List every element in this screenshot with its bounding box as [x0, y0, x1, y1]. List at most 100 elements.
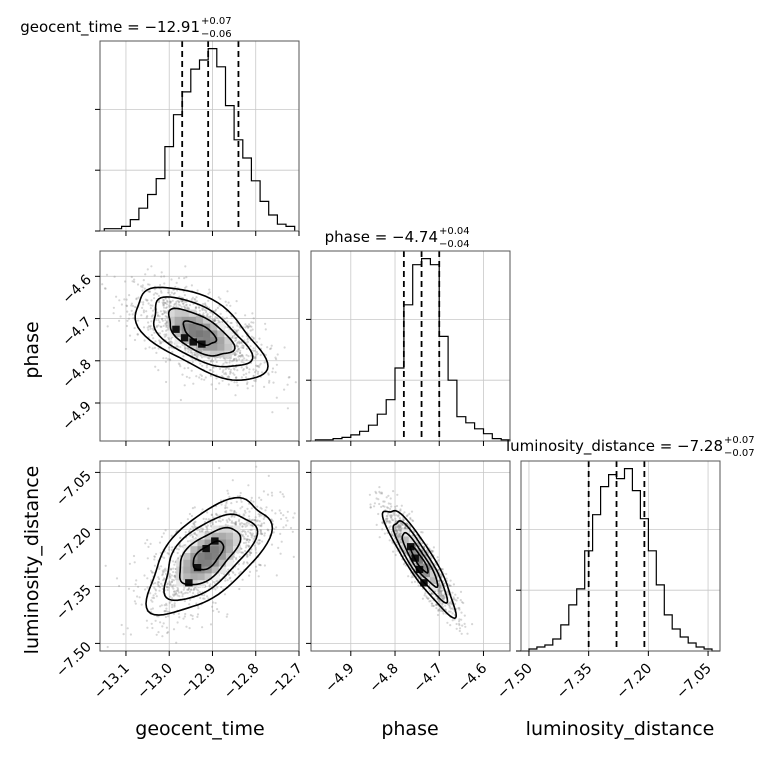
scatter-point [260, 522, 263, 525]
scatter-point [170, 534, 173, 537]
scatter-point [400, 522, 403, 525]
scatter-point [244, 323, 247, 326]
scatter-point [380, 491, 383, 494]
scatter-point [165, 315, 168, 318]
scatter-point [227, 383, 230, 386]
scatter-point [190, 298, 193, 301]
density-peak-cell [172, 325, 180, 333]
scatter-point [215, 512, 218, 515]
scatter-point [231, 345, 234, 348]
scatter-point [183, 347, 186, 350]
scatter-point [249, 329, 252, 332]
scatter-point [126, 319, 129, 322]
scatter-point [224, 300, 227, 303]
scatter-point [233, 510, 236, 513]
scatter-point [159, 310, 162, 313]
scatter-point [234, 351, 237, 355]
scatter-point [430, 602, 433, 605]
scatter-point [227, 301, 230, 304]
scatter-point [237, 329, 240, 332]
scatter-point [154, 592, 157, 595]
scatter-point [124, 347, 128, 351]
scatter-point [253, 535, 256, 539]
scatter-point [192, 522, 195, 525]
scatter-point [225, 615, 228, 618]
scatter-point [195, 296, 198, 299]
scatter-point [235, 381, 238, 384]
scatter-point [147, 507, 150, 510]
contour-line [152, 296, 254, 368]
scatter-point [405, 515, 408, 518]
scatter-point [150, 579, 153, 582]
scatter-point [245, 358, 248, 361]
scatter-point [448, 601, 451, 604]
scatter-point [401, 522, 404, 526]
scatter-point [266, 528, 269, 531]
scatter-point [193, 587, 196, 590]
scatter-point [390, 514, 393, 517]
scatter-point [175, 592, 178, 596]
contour-line [381, 509, 458, 620]
scatter-point [169, 359, 172, 362]
scatter-point [149, 592, 152, 595]
scatter-point [229, 371, 232, 374]
scatter-point [224, 579, 227, 582]
scatter-point [213, 319, 216, 322]
scatter-point [169, 568, 173, 571]
scatter-point [404, 526, 407, 530]
scatter-point [250, 335, 253, 338]
scatter-point [248, 553, 251, 557]
scatter-point [237, 520, 240, 523]
scatter-point [369, 506, 372, 509]
density-cell [174, 329, 183, 338]
scatter-point [170, 337, 173, 340]
scatter-point [431, 602, 434, 605]
scatter-point [430, 592, 433, 595]
scatter-point [454, 598, 457, 601]
scatter-point [173, 292, 176, 295]
scatter-point [252, 500, 255, 503]
scatter-point [471, 623, 474, 626]
scatter-point [181, 545, 184, 548]
scatter-point [220, 585, 223, 589]
scatter-point [167, 615, 170, 618]
scatter-point [454, 602, 457, 606]
scatter-point [221, 320, 224, 324]
scatter-point [250, 519, 253, 522]
scatter-point [227, 375, 230, 378]
scatter-point [201, 307, 204, 310]
scatter-point [181, 595, 184, 598]
scatter-point [392, 519, 395, 522]
scatter-point [180, 305, 183, 308]
density-cell [210, 343, 218, 351]
scatter-point [245, 324, 248, 327]
scatter-point [434, 603, 437, 607]
scatter-point [214, 387, 217, 391]
scatter-point [133, 600, 136, 603]
scatter-point [156, 581, 160, 584]
scatter-point [243, 537, 246, 540]
scatter-point [224, 358, 227, 361]
scatter-point [126, 627, 129, 630]
scatter-point [173, 604, 176, 607]
density-peak-cell [180, 334, 189, 342]
scatter-point [172, 628, 176, 631]
scatter-point [460, 618, 463, 621]
scatter-point [165, 602, 168, 605]
scatter-point [153, 331, 156, 334]
scatter-point [148, 290, 151, 293]
scatter-point [399, 533, 402, 537]
scatter-point [394, 529, 397, 532]
scatter-point [447, 603, 450, 607]
density-cell [195, 316, 204, 324]
scatter-point [142, 309, 145, 312]
scatter-point [459, 590, 463, 594]
scatter-point [230, 515, 233, 518]
scatter-point [288, 376, 291, 379]
scatter-point [401, 523, 404, 526]
scatter-point [218, 321, 222, 324]
scatter-point [151, 596, 154, 599]
scatter-point [194, 520, 197, 523]
scatter-point [214, 520, 218, 524]
scatter-point [237, 347, 240, 351]
